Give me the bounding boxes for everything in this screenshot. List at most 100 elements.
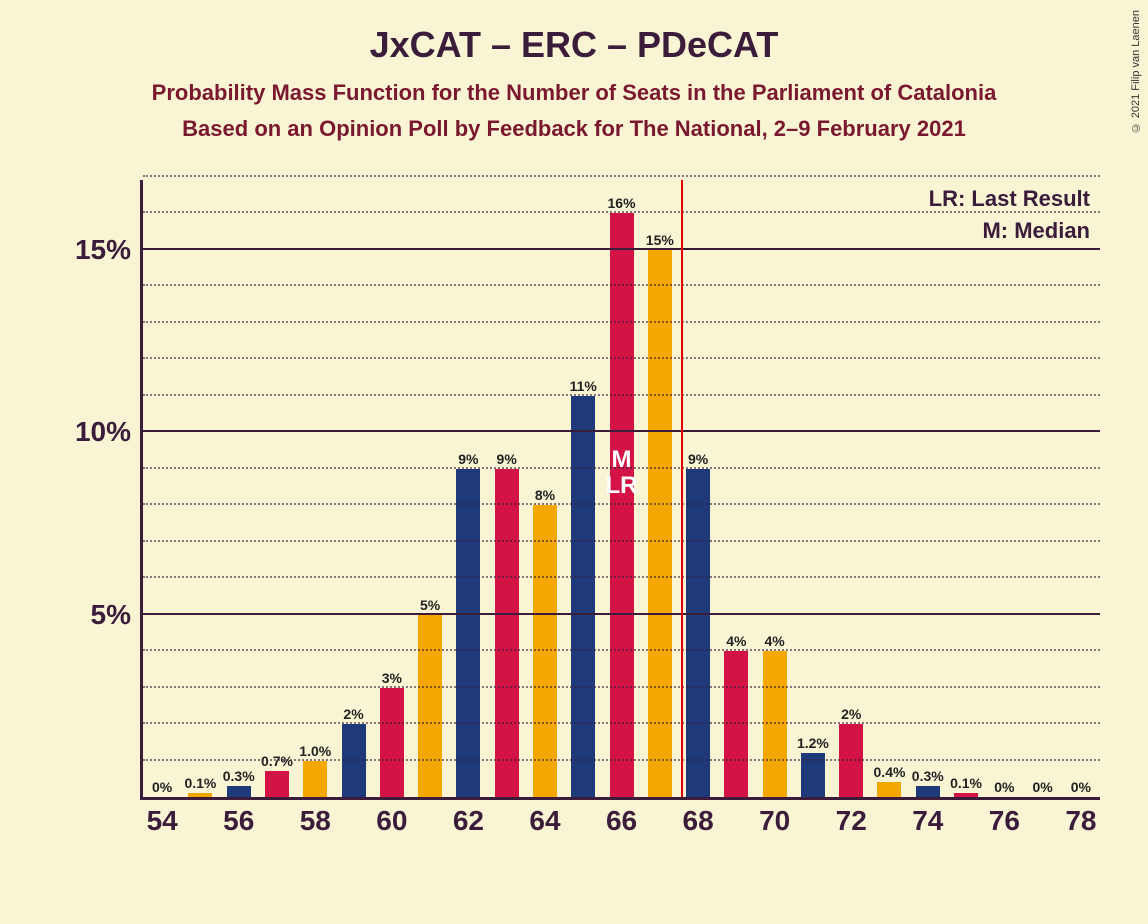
- bar-value-label: 0.3%: [223, 768, 255, 784]
- bar: 4%: [763, 651, 787, 797]
- grid-minor: [143, 284, 1100, 286]
- bar-value-label: 0%: [994, 779, 1014, 795]
- chart-title: JxCAT – ERC – PDeCAT: [0, 24, 1148, 66]
- x-axis-label: 78: [1065, 805, 1096, 837]
- bar: 5%: [418, 615, 442, 797]
- bar: 1.0%: [303, 761, 327, 797]
- bar-value-label: 16%: [608, 195, 636, 211]
- bar-value-label: 0.1%: [184, 775, 216, 791]
- bar: 11%: [571, 396, 595, 797]
- grid-minor: [143, 357, 1100, 359]
- y-axis-label: 5%: [91, 599, 131, 631]
- x-axis-label: 58: [300, 805, 331, 837]
- bar-group: 1.0%58: [296, 180, 334, 797]
- bar-group: 5%: [411, 180, 449, 797]
- bar: 0.1%: [954, 793, 978, 797]
- bar-group: 0%78: [1062, 180, 1100, 797]
- grid-minor: [143, 175, 1100, 177]
- bar-value-label: 1.2%: [797, 735, 829, 751]
- x-axis-label: 70: [759, 805, 790, 837]
- bar-value-label: 0%: [1032, 779, 1052, 795]
- bar-value-label: 9%: [458, 451, 478, 467]
- x-axis-label: 54: [147, 805, 178, 837]
- bar-group: 0.4%: [870, 180, 908, 797]
- grid-minor: [143, 540, 1100, 542]
- bar-group: 0.3%56: [220, 180, 258, 797]
- bar-group: 3%60: [373, 180, 411, 797]
- bar-group: 8%64: [526, 180, 564, 797]
- bar-group: 0.3%74: [909, 180, 947, 797]
- grid-minor: [143, 467, 1100, 469]
- x-axis-label: 60: [376, 805, 407, 837]
- bar-group: 1.2%: [794, 180, 832, 797]
- bar-value-label: 0.1%: [950, 775, 982, 791]
- bar-group: 4%: [717, 180, 755, 797]
- bar: 9%: [456, 469, 480, 797]
- bar: 0.7%: [265, 771, 289, 797]
- bar-group: 0%54: [143, 180, 181, 797]
- chart-container: LR: Last Result M: Median 0%540.1%0.3%56…: [60, 180, 1100, 860]
- median-annotation: MLR: [606, 447, 638, 500]
- bar: 2%: [342, 724, 366, 797]
- x-axis-label: 74: [912, 805, 943, 837]
- bar-value-label: 3%: [382, 670, 402, 686]
- bar-value-label: 0%: [1071, 779, 1091, 795]
- bar: 0.3%: [916, 786, 940, 797]
- bar-value-label: 9%: [688, 451, 708, 467]
- bar-value-label: 0.4%: [874, 764, 906, 780]
- grid-major: [143, 430, 1100, 432]
- bar: 8%: [533, 505, 557, 797]
- bar: 4%: [724, 651, 748, 797]
- x-axis-label: 72: [836, 805, 867, 837]
- bar: 0.4%: [877, 782, 901, 797]
- copyright-text: © 2021 Filip van Laenen: [1130, 10, 1142, 133]
- bar-value-label: 4%: [726, 633, 746, 649]
- bar-group: 0.1%: [947, 180, 985, 797]
- bar-value-label: 0.7%: [261, 753, 293, 769]
- grid-minor: [143, 394, 1100, 396]
- bar-value-label: 2%: [841, 706, 861, 722]
- bar: 9%: [686, 469, 710, 797]
- bar-group: 0%76: [985, 180, 1023, 797]
- bar-group: 9%68: [679, 180, 717, 797]
- y-axis-label: 10%: [75, 416, 131, 448]
- bar-value-label: 8%: [535, 487, 555, 503]
- bar: 0.3%: [227, 786, 251, 797]
- grid-minor: [143, 576, 1100, 578]
- chart-subtitle-1: Probability Mass Function for the Number…: [0, 80, 1148, 106]
- grid-minor: [143, 211, 1100, 213]
- grid-minor: [143, 503, 1100, 505]
- median-line: [681, 180, 683, 797]
- grid-minor: [143, 722, 1100, 724]
- x-axis-label: 68: [683, 805, 714, 837]
- grid-major: [143, 248, 1100, 250]
- bars-container: 0%540.1%0.3%560.7%1.0%582%3%605%9%629%8%…: [143, 180, 1100, 797]
- bar-value-label: 11%: [570, 378, 597, 394]
- plot-area: LR: Last Result M: Median 0%540.1%0.3%56…: [140, 180, 1100, 800]
- bar: 15%: [648, 250, 672, 797]
- bar: 2%: [839, 724, 863, 797]
- bar-value-label: 0%: [152, 779, 172, 795]
- bar: 3%: [380, 688, 404, 797]
- bar-group: 0.7%: [258, 180, 296, 797]
- bar-value-label: 0.3%: [912, 768, 944, 784]
- bar-value-label: 2%: [343, 706, 363, 722]
- y-axis-label: 15%: [75, 234, 131, 266]
- x-axis-label: 76: [989, 805, 1020, 837]
- bar-value-label: 9%: [497, 451, 517, 467]
- bar-group: 9%62: [449, 180, 487, 797]
- bar-value-label: 15%: [646, 232, 674, 248]
- x-axis-label: 56: [223, 805, 254, 837]
- bar: 9%: [495, 469, 519, 797]
- bar-group: 9%: [488, 180, 526, 797]
- bar-group: 11%: [564, 180, 602, 797]
- bar-value-label: 4%: [765, 633, 785, 649]
- bar-group: 2%72: [832, 180, 870, 797]
- grid-minor: [143, 649, 1100, 651]
- grid-minor: [143, 686, 1100, 688]
- bar-value-label: 5%: [420, 597, 440, 613]
- chart-subtitle-2: Based on an Opinion Poll by Feedback for…: [0, 116, 1148, 142]
- grid-minor: [143, 759, 1100, 761]
- bar-group: 2%: [334, 180, 372, 797]
- bar-group: 16%MLR66: [602, 180, 640, 797]
